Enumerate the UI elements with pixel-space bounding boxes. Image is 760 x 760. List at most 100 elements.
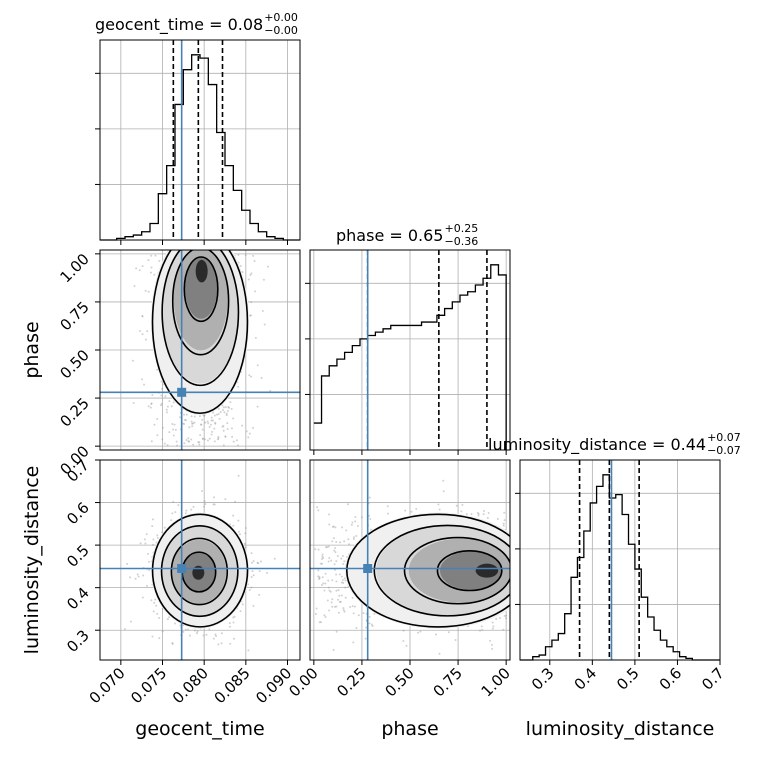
sample-point [495,617,498,620]
sample-point [251,561,254,564]
sample-point [340,557,343,560]
sample-point [161,387,164,390]
sample-point [152,610,155,613]
sample-point [203,438,206,441]
sample-point [192,422,195,425]
panel-frame [99,459,301,661]
sample-point [332,525,335,528]
sample-point [331,605,334,608]
sample-point [156,536,159,539]
sample-point [341,578,344,581]
sample-point [333,549,336,552]
y-tick-label: 0.25 [56,394,92,430]
sample-point [347,503,350,506]
sample-point [202,505,205,508]
title-luminosity_distance: luminosity_distance = 0.44 +0.07−0.07 [488,431,741,457]
contour-line [183,256,219,323]
sample-point [492,625,495,628]
density-level [440,551,503,590]
sample-point [244,532,247,535]
sample-point [328,513,331,516]
sample-point [222,406,225,409]
sample-point [203,500,206,503]
sample-point [182,630,185,633]
truth-marker [177,564,187,574]
sample-point [210,416,213,419]
sample-point [183,423,186,426]
sample-point [368,496,371,499]
contour-line [151,513,249,628]
sample-point [402,639,405,642]
sample-point [341,526,344,529]
sample-point [491,627,494,630]
sample-point [201,437,204,440]
sample-point [248,374,251,377]
x-tick-label: 0.4 [571,664,601,694]
sample-point [216,413,219,416]
x-tick-label: 0.75 [430,664,466,700]
sample-point [437,503,440,506]
sample-point [342,609,345,612]
sample-point [141,378,144,381]
sample-point [155,604,158,607]
sample-point [504,617,507,620]
sample-point [334,546,337,549]
sample-point [438,508,441,511]
sample-point [369,518,372,521]
sample-point [343,577,346,580]
contours [151,250,249,415]
sample-point [334,568,337,571]
sample-point [263,323,266,326]
sample-point [239,264,242,267]
sample-point [502,524,505,527]
contour-line [403,536,510,605]
sample-point [339,541,342,544]
panel-content [310,460,510,660]
sample-point [150,266,153,269]
sample-point [241,271,244,274]
sample-point [477,514,480,517]
sample-point [134,577,137,580]
sample-point [328,589,331,592]
sample-point [435,633,438,636]
sample-point [234,500,237,503]
sample-point [229,401,232,404]
sample-point [323,614,326,617]
sample-point [343,560,346,563]
sample-point [460,510,463,513]
sample-point [482,510,485,513]
sample-point [352,537,355,540]
hist-panel-phase [305,249,511,451]
sample-point [164,395,167,398]
sample-point [335,560,338,563]
sample-point [326,546,329,549]
sample-point [419,630,422,633]
sample-point [402,629,405,632]
sample-point [327,579,330,582]
sample-point [184,512,187,515]
sample-point [160,380,163,383]
sample-point [213,503,216,506]
sample-point [195,632,198,635]
sample-point [161,426,164,429]
sample-point [132,402,135,405]
sample-point [250,586,253,589]
sample-point [188,426,191,429]
sample-point [223,411,226,414]
sample-point [321,562,324,565]
sample-point [342,562,345,565]
sample-point [465,513,468,516]
sample-point [168,431,171,434]
sample-point [339,600,342,603]
sample-point [177,504,180,507]
sample-point [151,543,154,546]
sample-point [166,444,169,447]
density-fill [151,512,249,629]
sample-point [330,601,333,604]
sample-point [319,562,322,565]
sample-point [362,612,365,615]
sample-point [335,580,338,583]
sample-point [491,621,494,624]
sample-point [352,612,355,615]
sample-point [216,438,219,441]
